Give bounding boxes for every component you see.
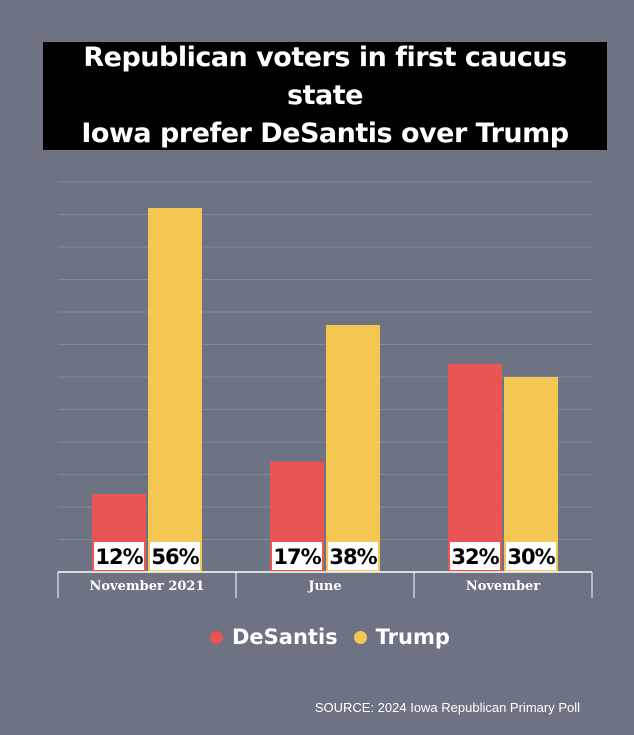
legend-item-desantis: DeSantis — [210, 625, 338, 649]
data-label: 38% — [329, 545, 377, 569]
data-label: 17% — [273, 545, 321, 569]
data-label-bg — [506, 542, 556, 570]
source-note: SOURCE: 2024 Iowa Republican Primary Pol… — [314, 700, 580, 715]
data-label-bg — [150, 542, 200, 570]
bar-trump — [326, 325, 380, 572]
legend-label-desantis: DeSantis — [232, 625, 338, 649]
chart-title: Republican voters in first caucus state … — [81, 42, 569, 149]
legend-item-trump: Trump — [353, 625, 450, 649]
data-label: 32% — [451, 545, 499, 569]
data-label-bg — [328, 542, 378, 570]
legend-dot-desantis — [210, 630, 223, 644]
legend-label-trump: Trump — [375, 625, 450, 649]
chart-title-box: Republican voters in first caucus state … — [43, 42, 607, 150]
bar-trump — [504, 377, 558, 572]
data-label: 30% — [507, 545, 555, 569]
legend: DeSantis Trump — [210, 620, 466, 654]
data-label-bg — [94, 542, 144, 570]
legend-dot-trump — [353, 630, 367, 644]
bar-trump — [148, 208, 202, 572]
x-tick-label: June — [307, 579, 341, 594]
x-tick-label: November 2021 — [89, 579, 204, 594]
bar-desantis — [448, 364, 502, 572]
x-tick-label: November — [466, 579, 540, 594]
data-label-bg — [450, 542, 500, 570]
data-label: 12% — [95, 545, 143, 569]
data-label: 56% — [151, 545, 199, 569]
data-label-bg — [272, 542, 322, 570]
